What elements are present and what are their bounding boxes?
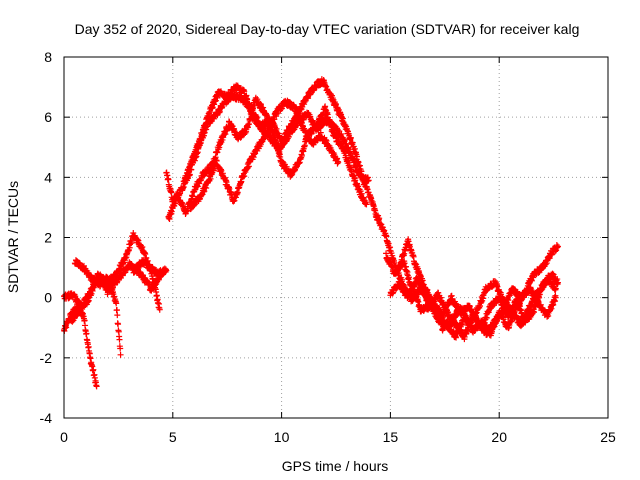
data-point <box>83 330 90 337</box>
data-point <box>156 306 163 313</box>
data-point <box>90 366 97 373</box>
y-tick-label: -4 <box>40 410 53 426</box>
data-point <box>113 306 120 313</box>
x-tick-label: 5 <box>169 429 177 445</box>
data-point <box>305 95 312 102</box>
chart-title: Day 352 of 2020, Sidereal Day-to-day VTE… <box>75 21 580 37</box>
data-point <box>81 317 88 324</box>
data-point <box>354 153 361 160</box>
data-point <box>142 251 149 258</box>
data-point <box>356 162 363 169</box>
y-tick-label: 2 <box>44 230 52 246</box>
data-point <box>115 321 122 328</box>
grid-lines <box>64 57 608 418</box>
data-point <box>87 355 94 362</box>
x-tick-labels: 0 5 10 15 20 25 <box>60 429 616 445</box>
y-tick-label: -2 <box>40 350 53 366</box>
data-point <box>116 336 123 343</box>
y-tick-label: 8 <box>44 49 52 65</box>
data-points <box>61 76 561 390</box>
y-axis-label: SDTVAR / TECUs <box>5 181 21 293</box>
y-tick-label: 6 <box>44 109 52 125</box>
y-tick-labels: -4 -2 0 2 4 6 8 <box>40 49 53 426</box>
data-point <box>93 383 100 390</box>
x-tick-label: 20 <box>491 429 507 445</box>
x-tick-label: 0 <box>60 429 68 445</box>
x-tick-label: 25 <box>600 429 616 445</box>
data-point <box>339 115 346 122</box>
series-track-5 <box>130 257 170 279</box>
data-point <box>351 145 358 152</box>
data-point <box>117 345 124 352</box>
x-axis-label: GPS time / hours <box>282 458 389 474</box>
data-point <box>165 176 172 183</box>
data-point <box>113 300 120 307</box>
series-track-12 <box>387 274 559 334</box>
x-tick-label: 10 <box>274 429 290 445</box>
y-tick-label: 4 <box>44 169 52 185</box>
data-point <box>117 351 124 358</box>
data-point <box>114 312 121 319</box>
data-point <box>153 292 160 299</box>
data-point <box>347 134 354 141</box>
y-tick-label: 0 <box>44 290 52 306</box>
x-tick-label: 15 <box>383 429 399 445</box>
data-point <box>163 267 170 274</box>
